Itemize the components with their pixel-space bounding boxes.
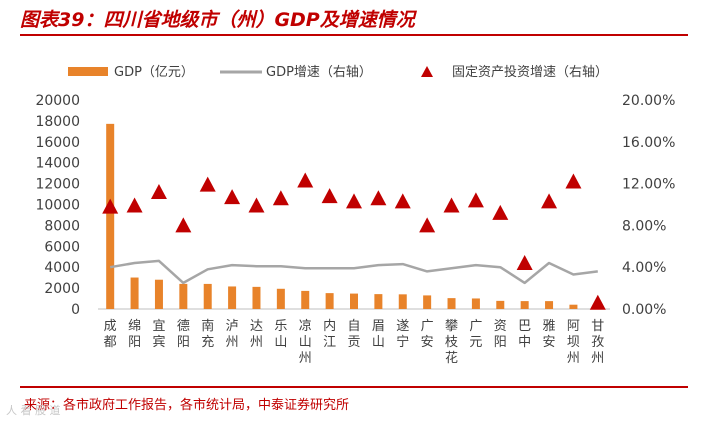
gdp-bar	[423, 295, 432, 309]
y-left-tick-label: 14000	[35, 156, 80, 172]
gdp-bar	[179, 283, 188, 309]
gdp-bar	[471, 298, 480, 309]
gdp-bar	[276, 288, 285, 309]
x-tick-label: 广安	[421, 319, 434, 350]
gdp-bar	[447, 298, 456, 309]
legend-swatch-investment-growth	[421, 66, 433, 77]
gdp-bar	[325, 293, 334, 309]
x-tick-label: 泸州	[226, 319, 239, 350]
x-tick-label: 南充	[201, 318, 214, 350]
investment-growth-marker	[370, 190, 387, 206]
y-left-tick-label: 16000	[35, 135, 80, 151]
investment-growth-marker	[297, 172, 314, 188]
legend-swatch-gdp	[68, 67, 108, 76]
x-tick-label: 德阳	[177, 319, 190, 350]
x-tick-label: 广元	[469, 319, 482, 350]
x-tick-label: 成都	[104, 319, 117, 350]
investment-growth-marker	[516, 255, 533, 271]
y-right-tick-label: 8.00%	[622, 218, 666, 234]
y-left-tick-label: 12000	[35, 177, 80, 193]
gdp-bar	[154, 279, 163, 309]
investment-growth-marker	[102, 198, 119, 214]
x-tick-label: 巴中	[518, 319, 531, 350]
x-tick-label: 达州	[250, 319, 263, 350]
x-tick-label: 甘孜州	[591, 319, 604, 366]
investment-growth-marker	[126, 197, 143, 213]
investment-growth-marker	[467, 192, 484, 208]
y-right-tick-label: 16.00%	[622, 135, 675, 151]
y-left-tick-label: 2000	[44, 281, 80, 297]
x-tick-label: 绵阳	[128, 319, 141, 350]
gdp-bar	[545, 301, 554, 309]
gdp-bar	[130, 277, 139, 309]
y-left-tick-label: 20000	[35, 93, 80, 109]
investment-growth-marker	[541, 193, 558, 209]
investment-growth-marker	[394, 193, 411, 209]
gdp-bar	[569, 304, 578, 309]
investment-growth-marker	[175, 217, 192, 233]
investment-growth-marker	[589, 294, 606, 310]
chart-title: 图表39：四川省地级市（州）GDP及增速情况	[20, 9, 415, 31]
x-tick-label: 遂宁	[396, 319, 409, 350]
gdp-growth-line	[109, 259, 598, 285]
source-rule	[20, 386, 688, 388]
gdp-bar	[106, 123, 115, 309]
investment-growth-markers	[102, 172, 606, 310]
investment-growth-marker	[565, 173, 582, 189]
x-axis-labels: 成都绵阳宜宾德阳南充泸州达州乐山凉山州内江自贡眉山遂宁广安攀枝花广元资阳巴中雅安…	[104, 318, 605, 366]
source-note: 来源：各市政府工作报告，各市统计局，中泰证券研究所	[24, 398, 350, 413]
legend-label-gdp-growth: GDP增速（右轴）	[266, 65, 372, 80]
gdp-growth-series-line	[109, 259, 598, 285]
x-tick-label: 乐山	[274, 319, 287, 350]
gdp-bar	[203, 283, 212, 309]
gdp-bar	[350, 293, 358, 309]
y-left-tick-label: 0	[71, 302, 80, 318]
investment-growth-marker	[321, 188, 338, 204]
y-right-tick-label: 20.00%	[622, 93, 675, 109]
y-left-tick-label: 4000	[44, 260, 80, 276]
gdp-bar	[301, 290, 310, 309]
y-left-tick-label: 8000	[44, 218, 80, 234]
x-tick-label: 内江	[323, 318, 336, 350]
gdp-bar	[496, 300, 505, 309]
investment-growth-marker	[492, 204, 509, 220]
gdp-bar	[228, 286, 237, 309]
investment-growth-marker	[272, 190, 289, 206]
investment-growth-marker	[224, 189, 241, 205]
watermark: 人 看 股 道	[6, 404, 61, 417]
x-tick-label: 雅安	[543, 319, 556, 350]
x-tick-label: 自贡	[347, 319, 360, 350]
gdp-bar	[252, 286, 261, 309]
x-tick-label: 攀枝花	[445, 319, 458, 366]
investment-growth-marker	[419, 217, 436, 233]
x-tick-label: 凉山州	[299, 319, 312, 366]
y-right-tick-label: 4.00%	[622, 260, 666, 276]
y-right-tick-label: 12.00%	[622, 177, 675, 193]
legend-label-investment-growth: 固定资产投资增速（右轴）	[452, 64, 608, 80]
investment-growth-marker	[346, 193, 362, 209]
x-tick-label: 资阳	[494, 319, 507, 350]
gdp-bar	[520, 301, 529, 309]
investment-growth-marker	[199, 176, 216, 192]
investment-growth-marker	[150, 183, 167, 199]
investment-growth-marker	[443, 197, 460, 213]
chart-legend: GDP（亿元） GDP增速（右轴） 固定资产投资增速（右轴）	[68, 64, 608, 80]
x-tick-label: 宜宾	[152, 319, 165, 350]
y-left-tick-label: 10000	[35, 198, 80, 214]
y-right-tick-label: 0.00%	[622, 302, 666, 318]
gdp-bar	[374, 294, 383, 309]
gdp-bar	[398, 294, 407, 309]
x-tick-label: 阿坝州	[567, 319, 580, 366]
investment-growth-marker	[248, 197, 265, 213]
y-left-tick-label: 18000	[35, 114, 80, 130]
y-left-tick-label: 6000	[44, 239, 80, 255]
x-tick-label: 眉山	[372, 319, 385, 350]
legend-label-gdp: GDP（亿元）	[114, 65, 194, 80]
chart-axes: 0 2000 4000 6000 8000 10000 12000 14000 16000 180…	[35, 93, 675, 318]
title-rule	[20, 34, 688, 36]
